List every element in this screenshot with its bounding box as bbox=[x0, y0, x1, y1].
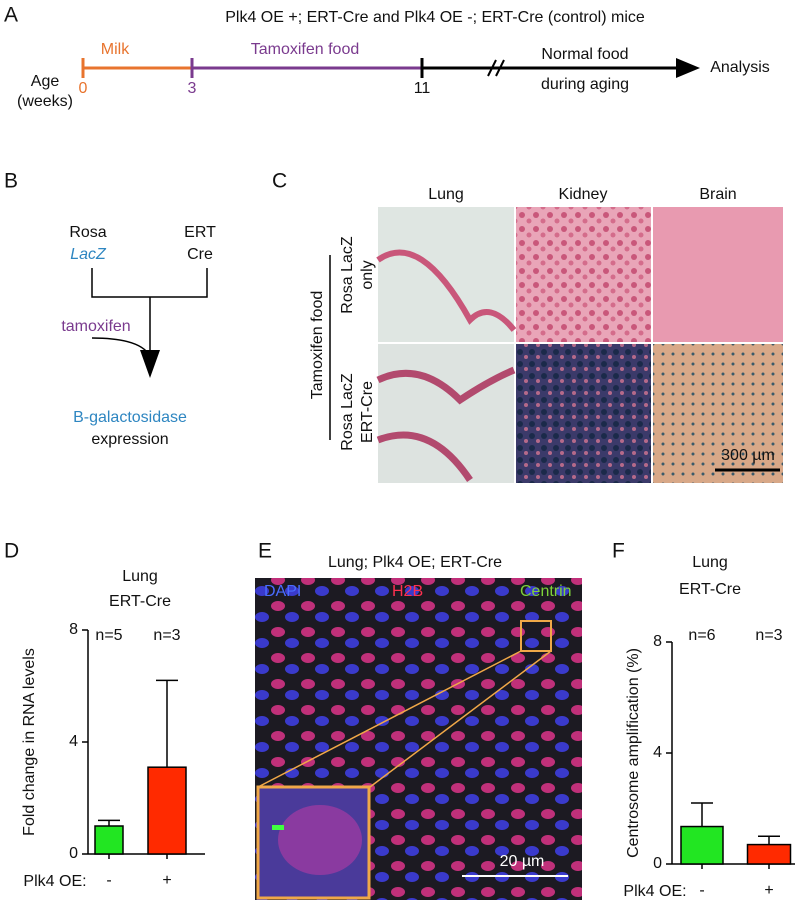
axis-label: Age bbox=[31, 73, 60, 90]
column-header: Kidney bbox=[559, 186, 608, 203]
x-tick-label: - bbox=[106, 872, 111, 889]
y-tick-label: 4 bbox=[653, 744, 662, 761]
bar bbox=[746, 843, 792, 865]
micrograph bbox=[516, 344, 651, 483]
panel-label: B bbox=[4, 170, 18, 193]
panel-b: B Rosa LacZ ERT Cre tamoxifen B-galactos… bbox=[4, 170, 216, 449]
gene: Rosa bbox=[69, 224, 106, 241]
arrow bbox=[676, 58, 700, 78]
y-tick-label: 0 bbox=[653, 855, 662, 872]
chart-title: Lung bbox=[692, 554, 728, 571]
channel: DAPI bbox=[264, 583, 301, 600]
arrow bbox=[140, 350, 160, 378]
centrin-dot bbox=[272, 825, 284, 830]
panel-label: A bbox=[4, 4, 18, 27]
x-tick-label: + bbox=[162, 872, 171, 889]
annotation: n=6 bbox=[688, 627, 715, 644]
bar bbox=[147, 766, 187, 855]
phase: during aging bbox=[541, 76, 629, 93]
x-tick-label: - bbox=[699, 882, 704, 899]
x-axis-label: Plk4 OE: bbox=[23, 873, 86, 890]
tick-label: 3 bbox=[188, 80, 197, 97]
agent: tamoxifen bbox=[61, 318, 130, 335]
chart-title: Lung bbox=[122, 568, 158, 585]
y-axis-label: Centrosome amplification (%) bbox=[625, 648, 642, 858]
panel-c: C Lung Kidney Brain Tamoxifen food Rosa … bbox=[272, 170, 783, 483]
break bbox=[487, 59, 505, 77]
tissue bbox=[376, 366, 516, 482]
phase: Normal food bbox=[541, 46, 628, 63]
column-header: Brain bbox=[699, 186, 736, 203]
y-axis-label: Fold change in RNA levels bbox=[21, 648, 38, 836]
gene: ERT bbox=[184, 224, 216, 241]
annotation: n=3 bbox=[153, 627, 180, 644]
panel-label: E bbox=[258, 540, 272, 563]
micrograph bbox=[653, 207, 783, 342]
row-label: Rosa LacZ bbox=[339, 373, 356, 451]
panel-label: D bbox=[4, 540, 19, 563]
nucleus bbox=[278, 805, 362, 875]
title: Plk4 OE +; ERT-Cre and Plk4 OE -; ERT-Cr… bbox=[225, 9, 645, 26]
panel-label: C bbox=[272, 170, 287, 193]
tick-label: 0 bbox=[79, 80, 88, 97]
panel-e: E Lung; Plk4 OE; ERT-Cre DAPI H2B Centri… bbox=[255, 540, 582, 900]
micrograph bbox=[378, 344, 514, 483]
end-label: Analysis bbox=[710, 59, 770, 76]
zoom-lines bbox=[257, 650, 552, 788]
product: expression bbox=[91, 431, 168, 448]
tissue bbox=[376, 249, 517, 332]
annotation: n=5 bbox=[95, 627, 122, 644]
product: B-galactosidase bbox=[73, 409, 187, 426]
x-tick-label: + bbox=[764, 882, 773, 899]
title: Lung; Plk4 OE; ERT-Cre bbox=[328, 554, 502, 571]
y-tick-label: 4 bbox=[69, 733, 78, 750]
tick-label: 11 bbox=[414, 80, 431, 97]
row-label: only bbox=[359, 260, 376, 289]
y-tick-label: 8 bbox=[69, 621, 78, 638]
y-tick-label: 0 bbox=[69, 845, 78, 862]
y-tick-label: 8 bbox=[653, 633, 662, 650]
panel-a: A Plk4 OE +; ERT-Cre and Plk4 OE -; ERT-… bbox=[4, 4, 770, 111]
x-axis-label: Plk4 OE: bbox=[623, 883, 686, 900]
row-label: Rosa LacZ bbox=[339, 236, 356, 314]
micrograph bbox=[653, 344, 783, 483]
channel: H2B bbox=[392, 583, 423, 600]
phase: Tamoxifen food bbox=[251, 41, 360, 58]
gene: Cre bbox=[187, 246, 213, 263]
gene: LacZ bbox=[70, 246, 107, 263]
chart-title: ERT-Cre bbox=[679, 581, 741, 598]
bar bbox=[94, 825, 124, 855]
axis-label: (weeks) bbox=[17, 93, 73, 110]
scale-label: 20 µm bbox=[500, 853, 545, 870]
phase: Milk bbox=[101, 41, 130, 58]
cross-lines bbox=[91, 268, 208, 352]
row-label: ERT-Cre bbox=[359, 381, 376, 443]
channel: Centrin bbox=[520, 583, 572, 600]
chart-title: ERT-Cre bbox=[109, 593, 171, 610]
micrograph bbox=[516, 207, 651, 342]
panel-label: F bbox=[612, 540, 625, 563]
micrograph bbox=[378, 207, 514, 342]
bar bbox=[680, 825, 724, 865]
group-label: Tamoxifen food bbox=[309, 291, 326, 400]
annotation: n=3 bbox=[755, 627, 782, 644]
scale-label: 300 µm bbox=[721, 447, 775, 464]
zoom-box bbox=[520, 620, 552, 652]
column-header: Lung bbox=[428, 186, 464, 203]
